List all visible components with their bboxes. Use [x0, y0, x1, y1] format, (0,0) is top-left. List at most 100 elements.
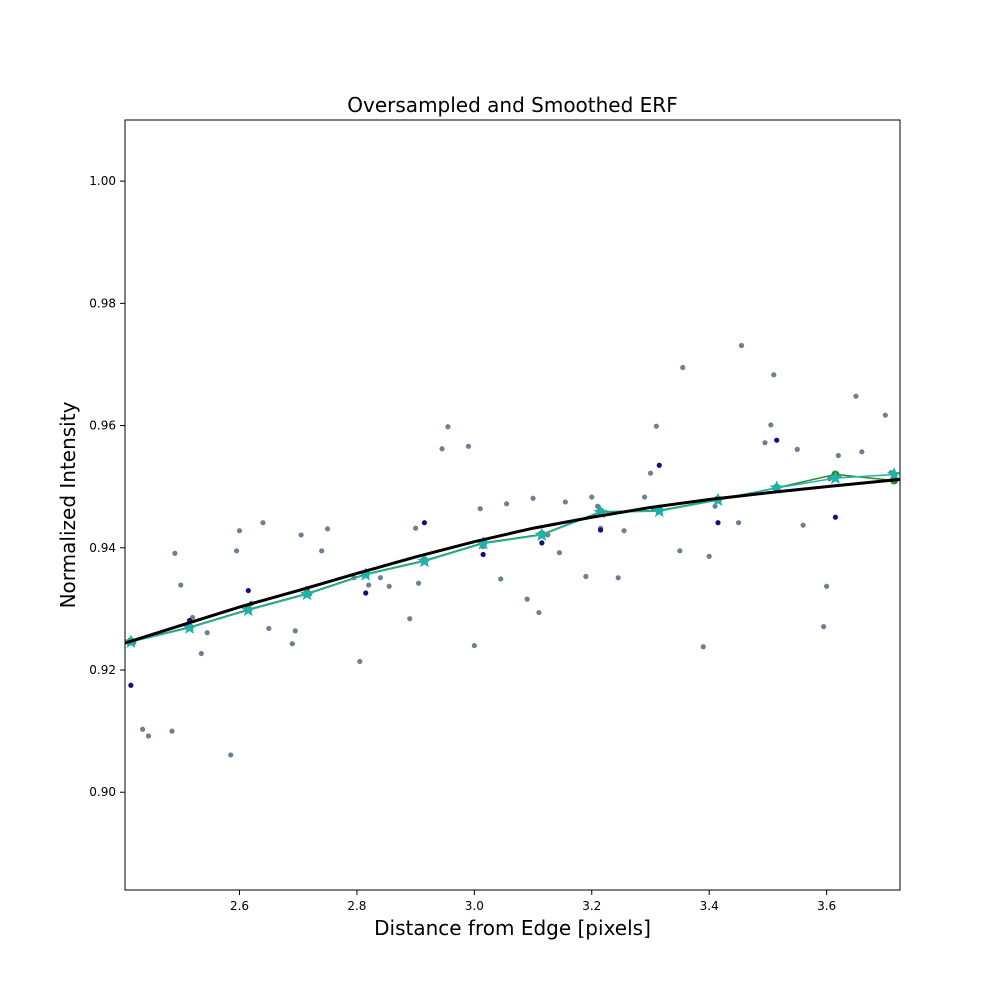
raw-data-point	[172, 550, 178, 556]
y-tick-label: 0.90	[89, 785, 116, 799]
x-tick-label: 3.2	[582, 899, 601, 913]
raw-data-point	[595, 503, 601, 509]
smoothed-erf-point	[652, 503, 667, 518]
raw-data-point	[465, 443, 472, 449]
y-axis: 0.90 0.92 0.94 0.96 0.98 1.00	[89, 174, 125, 799]
smoothed-erf-point	[769, 480, 784, 494]
fit-curve-line	[125, 477, 900, 645]
raw-data-point	[498, 576, 504, 582]
x-axis-label: Distance from Edge [pixels]	[374, 916, 651, 940]
raw-data-point	[835, 452, 841, 459]
raw-data-point	[140, 726, 146, 732]
raw-data-point	[771, 372, 777, 378]
binned-data-point	[421, 520, 428, 526]
raw-data-point	[800, 522, 806, 528]
x-axis: 2.6 2.8 3.0 3.2 3.4 3.6	[230, 890, 836, 913]
smoothed-erf-point	[476, 536, 491, 550]
raw-data-point	[562, 499, 568, 505]
raw-data-point	[477, 506, 483, 512]
raw-data-point	[536, 609, 542, 616]
smoothed-erf-point	[299, 586, 315, 601]
raw-data-point	[377, 575, 383, 581]
smoothed-erf-point	[534, 527, 549, 542]
binned-data-point	[597, 527, 604, 533]
x-tick-label: 3.0	[465, 899, 484, 913]
raw-data-point	[647, 470, 654, 476]
raw-data-point	[615, 575, 621, 581]
y-tick-label: 0.92	[89, 663, 116, 677]
raw-data-point	[583, 573, 589, 580]
raw-data-point	[292, 628, 298, 634]
raw-data-point	[366, 582, 372, 588]
raw-data-point	[762, 440, 768, 446]
x-tick-label: 2.6	[230, 899, 249, 913]
raw-data-point	[738, 342, 745, 349]
binned-data-point	[480, 551, 486, 558]
raw-data-point	[589, 494, 595, 500]
raw-data-point	[260, 520, 266, 526]
smoothed-erf-point	[182, 620, 197, 634]
raw-data-point	[821, 624, 827, 630]
raw-data-point	[859, 449, 865, 455]
binned-data-point	[774, 437, 780, 443]
raw-data-point	[524, 596, 530, 602]
raw-data-point	[794, 446, 800, 452]
raw-data-point	[228, 752, 234, 758]
raw-data-point	[357, 658, 363, 665]
raw-data-point	[680, 364, 686, 371]
raw-data-point	[677, 548, 683, 554]
smoothed-erf-point	[887, 466, 900, 481]
raw-data-point	[407, 616, 413, 622]
x-tick-label: 3.4	[700, 899, 719, 913]
raw-data-point	[169, 728, 175, 734]
raw-data-point	[236, 528, 243, 534]
y-tick-label: 0.96	[89, 419, 116, 433]
binned-data-point	[832, 514, 839, 520]
raw-data-point	[712, 503, 718, 509]
y-tick-label: 0.94	[89, 541, 116, 555]
x-tick-label: 3.6	[817, 899, 836, 913]
raw-data-point	[198, 650, 204, 657]
raw-data-point	[319, 548, 325, 554]
raw-data-point	[735, 520, 742, 526]
raw-data-point	[386, 583, 392, 589]
raw-data-point	[178, 582, 184, 588]
smoothed-erf-point	[828, 470, 843, 485]
raw-data-point	[415, 580, 422, 586]
plot-area	[125, 342, 900, 758]
smoothed-erf-line	[130, 473, 895, 643]
raw-data-point	[445, 424, 451, 430]
raw-data-point	[145, 733, 152, 739]
binned-data-point	[245, 587, 251, 594]
x-tick-label: 2.8	[347, 899, 366, 913]
binned-data-point	[363, 590, 369, 596]
raw-data-point	[298, 532, 304, 538]
raw-data-point	[700, 644, 706, 650]
raw-data-point	[768, 422, 774, 428]
raw-data-point	[706, 553, 712, 559]
raw-data-point	[266, 625, 272, 632]
binned-data-point	[656, 462, 662, 468]
smoothed-erf-point	[358, 567, 373, 581]
raw-data-point	[233, 548, 240, 554]
raw-data-point	[642, 494, 648, 500]
raw-data-point	[556, 550, 563, 556]
raw-data-point	[653, 423, 659, 429]
raw-data-point	[853, 393, 859, 399]
y-tick-label: 0.98	[89, 296, 116, 310]
chart-title: Oversampled and Smoothed ERF	[347, 93, 677, 117]
binned-data-point	[715, 520, 721, 526]
raw-data-point	[621, 528, 627, 534]
raw-data-point	[204, 630, 210, 636]
axes-frame	[124, 119, 901, 891]
binned-data-point	[128, 682, 134, 688]
smoothed-erf-point	[593, 504, 608, 519]
raw-data-point	[882, 412, 888, 418]
smoothed-erf-point	[417, 553, 432, 568]
binned-data-point	[539, 540, 545, 546]
y-tick-label: 1.00	[89, 174, 116, 188]
raw-data-point	[471, 642, 477, 649]
raw-data-point	[824, 583, 830, 589]
